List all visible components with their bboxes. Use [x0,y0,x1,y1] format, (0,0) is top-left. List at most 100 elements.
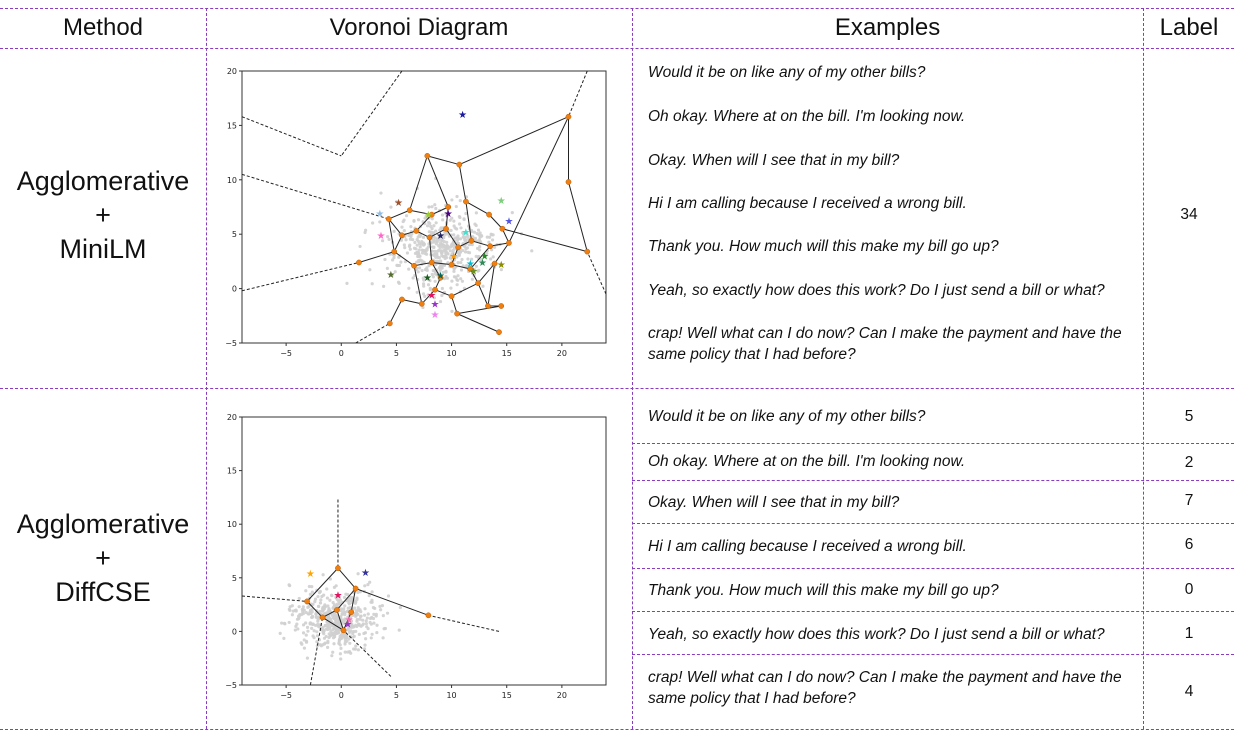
cloud-point [465,263,469,268]
cloud-point [364,622,368,626]
plot-area: ★★★ ★★★★★ ★ ★★ ★★★★★ ★★★★★★ [242,71,606,343]
x-tick-label: 5 [394,691,399,700]
grid-line-top [0,8,1234,9]
voronoi-vertex [506,240,512,246]
y-tick-label: −5 [225,681,237,690]
voronoi-vertex [304,598,310,605]
cloud-point [338,602,342,606]
cloud-point [317,590,322,595]
cloud-point [425,224,430,228]
cloud-point [301,623,306,627]
centroid-star: ★ [466,259,475,270]
cloud-point [361,622,365,626]
voronoi-vertex [385,216,392,222]
example-text: Yeah, so exactly how does this work? Do … [648,626,1105,643]
cloud-point [439,259,443,263]
voronoi-vertex [448,293,455,300]
voronoi-ridge-infinite [586,251,606,295]
centroid-star: ★ [345,615,354,626]
cloud-point [288,605,292,609]
voronoi-ridge-infinite [242,173,389,220]
centroid-star: ★ [376,231,385,242]
cloud-point [478,231,482,235]
cloud-point [381,614,385,618]
cloud-point [358,244,362,249]
voronoi-vertex [428,211,435,218]
cloud-point [474,211,478,215]
y-tick-label: 5 [232,574,237,583]
cloud-point [296,627,300,631]
cloud-point [378,220,382,224]
cloud-point [499,267,504,272]
cloud-point [358,614,363,619]
voronoi-ridge [421,289,436,305]
voronoi-ridge [393,235,403,252]
cloud-point [460,257,464,262]
cloud-point [475,246,480,251]
cloud-point [321,609,325,613]
cloud-point [423,294,427,299]
centroid-star: ★ [469,267,478,278]
cloud-point [491,233,495,237]
cloud-point [432,296,436,300]
cloud-point [347,626,351,630]
cloud-point [397,628,401,632]
voronoi-ridge [445,206,449,229]
y-tick-label: 5 [232,230,237,239]
cloud-point [429,224,433,229]
cloud-point [326,645,330,649]
cloud-point [363,643,367,647]
cloud-point [390,258,395,262]
cloud-point [439,263,443,267]
voronoi-vertex [584,248,591,255]
voronoi-ridge [429,237,433,263]
cloud-point [492,245,497,249]
cloud-point [330,654,334,658]
cloud-point [386,594,391,598]
cloud-point [464,247,468,251]
cloud-point [347,637,351,641]
cloud-point [374,612,378,616]
cloud-point [454,204,458,209]
cloud-point [442,254,447,258]
voronoi-vertex [565,179,572,185]
voronoi-vertex [475,280,481,287]
centroid-star: ★ [343,619,352,630]
cloud-point [280,621,284,625]
cloud-point [440,227,444,231]
cloud-point [422,284,426,288]
cloud-point [363,584,367,588]
voronoi-vertex [399,296,405,303]
cloud-point [420,251,425,255]
cloud-point [304,633,308,637]
cloud-point [300,642,304,646]
cloud-point [440,293,444,298]
cloud-point [474,223,478,228]
cloud-point [425,248,429,252]
cloud-point [440,266,444,270]
cloud-point [354,623,358,627]
cloud-point [339,615,343,619]
header-voronoi: Voronoi Diagram [329,14,509,41]
cloud-point [421,241,426,245]
voronoi-ridge-infinite [343,629,392,677]
voronoi-ridge [490,242,510,247]
method-name: Agglomerative [16,166,190,196]
cloud-point [329,593,334,597]
cloud-point [371,221,375,225]
cloud-point [463,237,467,241]
voronoi-vertex [468,237,475,244]
cloud-point [475,231,479,236]
cloud-point [305,656,310,660]
y-tick-label: 0 [232,627,237,636]
cloud-point [446,244,450,249]
y-tick-label: 10 [227,520,237,529]
cloud-point [397,281,401,285]
cloud-point [418,245,422,249]
cloud-point [301,605,305,609]
cloud-point [433,203,437,207]
cloud-point [310,626,314,630]
subrow-divider [632,654,1234,655]
centroid-star: ★ [449,251,458,262]
cloud-point [412,219,416,223]
